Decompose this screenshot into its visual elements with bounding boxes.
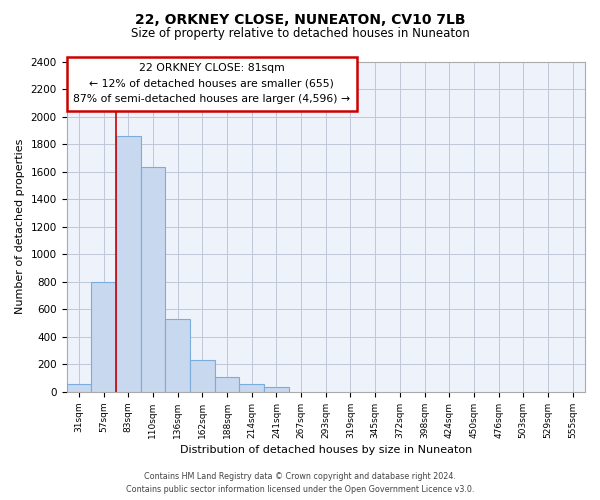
Bar	[67, 384, 91, 392]
Bar	[264, 387, 289, 392]
Bar	[116, 136, 140, 392]
X-axis label: Distribution of detached houses by size in Nuneaton: Distribution of detached houses by size …	[179, 445, 472, 455]
Y-axis label: Number of detached properties: Number of detached properties	[15, 139, 25, 314]
Bar	[91, 282, 116, 392]
Bar	[140, 167, 165, 392]
Text: Contains HM Land Registry data © Crown copyright and database right 2024.
Contai: Contains HM Land Registry data © Crown c…	[126, 472, 474, 494]
Text: 22 ORKNEY CLOSE: 81sqm
← 12% of detached houses are smaller (655)
87% of semi-de: 22 ORKNEY CLOSE: 81sqm ← 12% of detached…	[73, 63, 350, 104]
Text: Size of property relative to detached houses in Nuneaton: Size of property relative to detached ho…	[131, 28, 469, 40]
Bar	[215, 377, 239, 392]
Bar	[190, 360, 215, 392]
Text: 22, ORKNEY CLOSE, NUNEATON, CV10 7LB: 22, ORKNEY CLOSE, NUNEATON, CV10 7LB	[135, 12, 465, 26]
Bar	[165, 319, 190, 392]
Bar	[239, 384, 264, 392]
